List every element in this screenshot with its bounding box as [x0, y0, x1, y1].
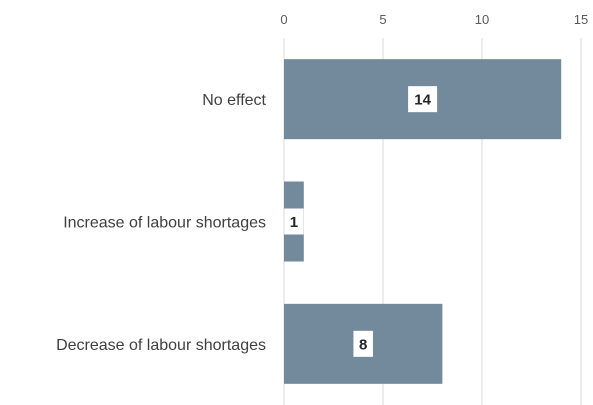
- data-label: 1: [290, 214, 298, 231]
- x-tick-label: 0: [280, 12, 287, 27]
- data-label: 8: [359, 336, 367, 353]
- data-labels: 14 1 8: [284, 86, 438, 357]
- x-tick-label: 5: [379, 12, 386, 27]
- category-label: Increase of labour shortages: [63, 215, 266, 232]
- x-axis-ticks: 0 5 10 15: [280, 12, 588, 27]
- data-label-box: [408, 86, 438, 113]
- category-label: Decrease of labour shortages: [56, 337, 266, 354]
- x-tick-label: 10: [475, 12, 489, 27]
- category-labels: No effect Increase of labour shortages Dec…: [56, 92, 266, 354]
- data-label: 14: [414, 92, 431, 109]
- data-label-box: [353, 330, 373, 357]
- category-label: No effect: [202, 92, 266, 109]
- x-tick-label: 15: [574, 12, 588, 27]
- data-label-box: [284, 208, 304, 235]
